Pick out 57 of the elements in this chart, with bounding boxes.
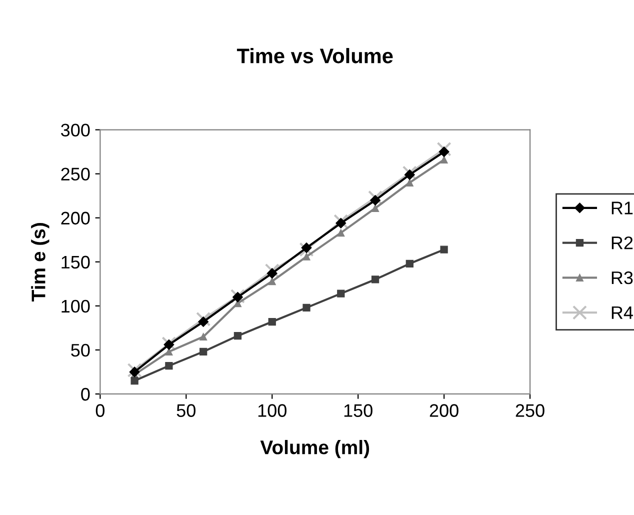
point	[436, 142, 452, 156]
point	[438, 146, 450, 158]
point	[440, 156, 448, 164]
point	[164, 339, 174, 350]
y-tick-label: 200	[61, 212, 90, 225]
x-tick-label: 0	[96, 404, 104, 417]
x-tick-label: 100	[258, 404, 286, 417]
x-axis-title: Volume (ml)	[260, 440, 370, 458]
legend-label: R3	[612, 271, 633, 284]
point	[402, 166, 417, 180]
point	[264, 263, 280, 278]
legend-label: R1	[612, 202, 633, 214]
y-tick-label: 300	[61, 124, 90, 136]
point	[268, 277, 276, 286]
y-tick-label: 100	[62, 300, 90, 313]
y-tick-label: 250	[61, 168, 90, 181]
point	[337, 228, 345, 237]
point	[371, 276, 380, 284]
point	[440, 246, 448, 254]
point	[200, 348, 208, 356]
point	[130, 376, 138, 385]
point	[129, 366, 140, 378]
point	[232, 292, 243, 302]
point	[334, 214, 348, 229]
point	[371, 204, 380, 212]
point	[268, 318, 276, 326]
x-tick-label: 150	[344, 404, 372, 417]
point	[200, 332, 208, 341]
y-tick-label: 150	[62, 256, 90, 269]
point	[302, 304, 310, 312]
point	[299, 242, 314, 257]
x-tick-label: 50	[176, 404, 196, 417]
point	[368, 190, 383, 205]
point	[196, 312, 211, 326]
point	[302, 252, 310, 260]
y-axis-title: Tim e (s)	[31, 223, 50, 302]
x-tick-label: 250	[516, 404, 544, 417]
x-tick-label: 200	[430, 404, 458, 417]
point	[337, 290, 345, 298]
y-tick-label: 50	[71, 344, 90, 357]
point	[406, 178, 414, 186]
point	[406, 260, 414, 268]
point	[127, 362, 142, 378]
point	[198, 316, 209, 328]
point	[165, 362, 173, 370]
point	[336, 218, 346, 228]
point	[266, 268, 278, 279]
legend-label: R4	[612, 306, 633, 319]
chart-title: Time vs Volume	[236, 48, 393, 64]
point	[230, 288, 246, 304]
legend-label: R2	[612, 236, 633, 250]
y-tick-label: 0	[81, 388, 90, 401]
point	[301, 242, 312, 254]
point	[370, 194, 381, 206]
point	[162, 336, 176, 352]
point	[234, 332, 242, 340]
point	[404, 169, 415, 180]
